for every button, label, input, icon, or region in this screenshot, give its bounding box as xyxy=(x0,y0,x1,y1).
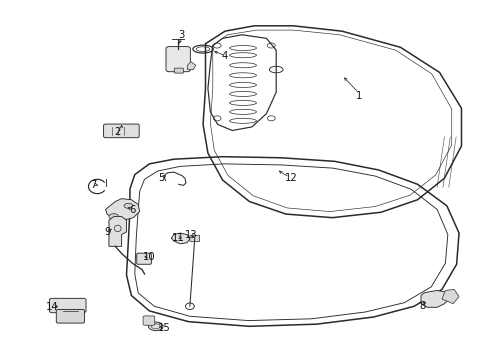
FancyBboxPatch shape xyxy=(189,235,199,242)
Text: 8: 8 xyxy=(419,301,425,311)
FancyBboxPatch shape xyxy=(56,310,84,323)
Text: 14: 14 xyxy=(45,302,58,312)
Polygon shape xyxy=(420,291,448,307)
Text: 5: 5 xyxy=(158,173,164,183)
Text: 7: 7 xyxy=(90,180,96,190)
Text: 4: 4 xyxy=(222,51,228,61)
FancyBboxPatch shape xyxy=(103,124,139,138)
Text: 12: 12 xyxy=(284,173,297,183)
Polygon shape xyxy=(171,233,189,244)
Polygon shape xyxy=(441,289,458,304)
FancyBboxPatch shape xyxy=(143,316,155,325)
Text: 3: 3 xyxy=(178,30,184,40)
Text: 1: 1 xyxy=(355,91,362,101)
Polygon shape xyxy=(105,199,140,220)
Text: 6: 6 xyxy=(129,206,135,216)
FancyBboxPatch shape xyxy=(137,253,151,264)
Text: 13: 13 xyxy=(184,230,197,239)
Text: 11: 11 xyxy=(172,233,184,243)
Text: 15: 15 xyxy=(157,323,170,333)
Text: 2: 2 xyxy=(114,127,121,136)
Ellipse shape xyxy=(124,203,133,208)
Text: 10: 10 xyxy=(143,252,155,262)
FancyBboxPatch shape xyxy=(174,68,183,73)
FancyBboxPatch shape xyxy=(165,46,190,72)
Polygon shape xyxy=(109,217,126,246)
FancyBboxPatch shape xyxy=(49,298,86,313)
Polygon shape xyxy=(187,62,195,69)
Ellipse shape xyxy=(109,214,119,220)
Text: 9: 9 xyxy=(104,227,111,237)
Ellipse shape xyxy=(148,322,163,330)
